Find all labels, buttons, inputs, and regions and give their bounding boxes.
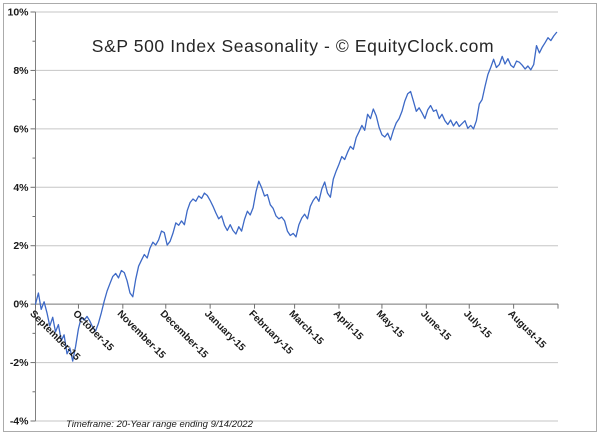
y-axis-label: 2% (13, 240, 29, 252)
y-axis-label: -4% (10, 416, 29, 428)
y-axis-label: 4% (13, 182, 29, 194)
series-line-group (34, 31, 558, 362)
x-axis (35, 303, 559, 309)
y-axis-label: 8% (13, 65, 29, 77)
chart-title: S&P 500 Index Seasonality - © EquityCloc… (92, 36, 494, 56)
y-axis (30, 11, 36, 422)
y-axis-label: 10% (7, 7, 29, 19)
timeframe-note: Timeframe: 20-Year range ending 9/14/202… (66, 419, 254, 430)
seasonality-line (34, 31, 558, 362)
chart-border (3, 3, 597, 432)
y-axis-label: -2% (10, 357, 29, 369)
y-axis-label: 6% (13, 123, 29, 135)
y-axis-label: 0% (13, 299, 29, 311)
